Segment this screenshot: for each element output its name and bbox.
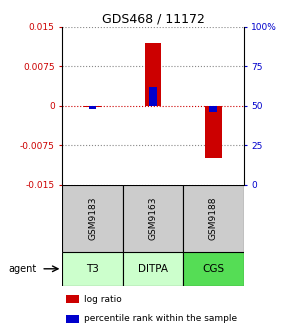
Text: CGS: CGS <box>202 264 224 274</box>
Bar <box>62 252 123 286</box>
Bar <box>144 43 162 106</box>
Text: percentile rank within the sample: percentile rank within the sample <box>84 314 237 323</box>
Text: GSM9163: GSM9163 <box>148 197 157 240</box>
Bar <box>123 185 183 252</box>
Bar <box>183 252 244 286</box>
Title: GDS468 / 11172: GDS468 / 11172 <box>102 13 204 26</box>
Bar <box>62 185 123 252</box>
Bar <box>89 106 97 109</box>
Bar <box>149 87 157 106</box>
Text: GSM9183: GSM9183 <box>88 197 97 240</box>
Text: T3: T3 <box>86 264 99 274</box>
Bar <box>205 106 222 159</box>
Bar <box>84 106 101 108</box>
Bar <box>123 252 183 286</box>
Text: log ratio: log ratio <box>84 295 122 304</box>
Text: agent: agent <box>9 264 37 274</box>
Bar <box>183 185 244 252</box>
Bar <box>66 295 79 303</box>
Bar <box>209 106 217 112</box>
Bar <box>66 315 79 323</box>
Text: DITPA: DITPA <box>138 264 168 274</box>
Text: GSM9188: GSM9188 <box>209 197 218 240</box>
